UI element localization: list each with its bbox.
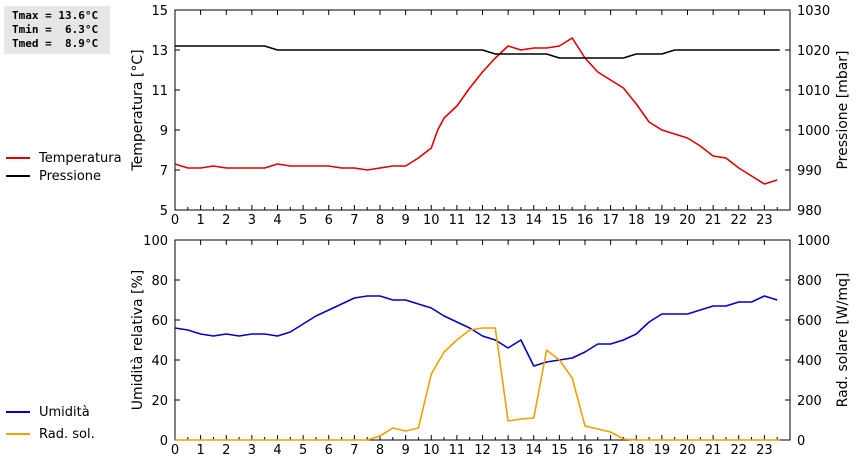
y-axis-label-left: Umidità relativa [%] bbox=[130, 270, 146, 411]
x-tick-label: 15 bbox=[551, 443, 568, 458]
x-tick-label: 14 bbox=[525, 443, 542, 458]
y-tick-label-right: 800 bbox=[797, 274, 822, 289]
x-tick-label: 4 bbox=[273, 213, 281, 228]
y-tick-label-left: 100 bbox=[143, 234, 168, 249]
x-tick-label: 23 bbox=[756, 213, 773, 228]
series-line-temperatura bbox=[174, 37, 778, 185]
plot-frame-0 bbox=[174, 9, 791, 211]
x-tick-label: 20 bbox=[679, 213, 696, 228]
y-tick-label-right: 1020 bbox=[797, 44, 830, 59]
x-tick-label: 18 bbox=[628, 213, 645, 228]
x-tick-label: 1 bbox=[196, 213, 204, 228]
y-tick-label-right: 1010 bbox=[797, 84, 830, 99]
y-tick-label-left: 80 bbox=[151, 274, 168, 289]
x-tick-label: 12 bbox=[474, 213, 491, 228]
y-tick-label-right: 200 bbox=[797, 394, 822, 409]
x-tick-label: 7 bbox=[350, 443, 358, 458]
x-tick-label: 3 bbox=[248, 213, 256, 228]
x-tick-label: 18 bbox=[628, 443, 645, 458]
y-tick-label-right: 400 bbox=[797, 354, 822, 369]
x-tick-label: 21 bbox=[705, 213, 722, 228]
x-tick-label: 16 bbox=[577, 443, 594, 458]
x-tick-label: 5 bbox=[299, 443, 307, 458]
y-tick-label-right: 1000 bbox=[797, 124, 830, 139]
x-tick-label: 23 bbox=[756, 443, 773, 458]
legend-label: Pressione bbox=[39, 169, 101, 184]
y-tick-label-right: 990 bbox=[797, 164, 822, 179]
y-tick-label-left: 13 bbox=[151, 44, 168, 59]
series-line-pressione bbox=[175, 45, 780, 59]
x-tick-label: 8 bbox=[376, 443, 384, 458]
legend-label: Temperatura bbox=[38, 151, 122, 166]
y-tick-label-left: 0 bbox=[160, 434, 168, 449]
x-tick-label: 0 bbox=[171, 443, 179, 458]
x-tick-label: 11 bbox=[449, 213, 466, 228]
x-tick-label: 19 bbox=[654, 213, 671, 228]
x-tick-label: 16 bbox=[577, 213, 594, 228]
y-tick-label-right: 1000 bbox=[797, 234, 830, 249]
y-tick-label-left: 11 bbox=[151, 84, 168, 99]
y-tick-label-left: 20 bbox=[151, 394, 168, 409]
y-axis-label-right: Pressione [mbar] bbox=[835, 50, 851, 169]
y-tick-label-right: 1030 bbox=[797, 4, 830, 19]
x-tick-label: 1 bbox=[196, 443, 204, 458]
stats-tmax: Tmax = 13.6°C bbox=[12, 9, 99, 22]
y-tick-label-left: 7 bbox=[160, 164, 168, 179]
x-tick-label: 7 bbox=[350, 213, 358, 228]
y-axis-label-left: Temperatura [°C] bbox=[130, 49, 146, 171]
x-tick-label: 13 bbox=[500, 443, 517, 458]
x-tick-label: 6 bbox=[325, 443, 333, 458]
y-tick-label-left: 60 bbox=[151, 314, 168, 329]
x-tick-label: 19 bbox=[654, 443, 671, 458]
y-tick-label-left: 9 bbox=[160, 124, 168, 139]
y-tick-label-right: 980 bbox=[797, 204, 822, 219]
x-tick-label: 9 bbox=[401, 213, 409, 228]
x-tick-label: 20 bbox=[679, 443, 696, 458]
x-tick-label: 22 bbox=[730, 213, 747, 228]
series-line-umidit bbox=[174, 295, 778, 367]
x-tick-label: 21 bbox=[705, 443, 722, 458]
x-tick-label: 4 bbox=[273, 443, 281, 458]
x-tick-label: 9 bbox=[401, 443, 409, 458]
y-axis-label-right: Rad. solare [W/mq] bbox=[835, 273, 851, 408]
legend-label: Umidità bbox=[39, 405, 90, 420]
x-tick-label: 14 bbox=[525, 213, 542, 228]
y-tick-label-left: 5 bbox=[160, 204, 168, 219]
x-tick-label: 2 bbox=[222, 443, 230, 458]
x-tick-label: 6 bbox=[325, 213, 333, 228]
y-tick-label-left: 40 bbox=[151, 354, 168, 369]
x-tick-label: 10 bbox=[423, 443, 440, 458]
x-tick-label: 11 bbox=[449, 443, 466, 458]
stats-tmed: Tmed = 8.9°C bbox=[12, 37, 99, 50]
x-tick-label: 2 bbox=[222, 213, 230, 228]
y-tick-label-right: 0 bbox=[797, 434, 805, 449]
y-tick-label-right: 600 bbox=[797, 314, 822, 329]
legend-label: Rad. sol. bbox=[39, 427, 95, 442]
x-tick-label: 17 bbox=[602, 213, 619, 228]
plot-frame-1 bbox=[174, 239, 791, 441]
y-tick-label-left: 15 bbox=[151, 4, 168, 19]
x-tick-label: 17 bbox=[602, 443, 619, 458]
x-tick-label: 0 bbox=[171, 213, 179, 228]
x-tick-label: 3 bbox=[248, 443, 256, 458]
stats-tmin: Tmin = 6.3°C bbox=[12, 23, 99, 36]
series-line-rad-sol bbox=[175, 327, 780, 441]
x-tick-label: 10 bbox=[423, 213, 440, 228]
x-tick-label: 8 bbox=[376, 213, 384, 228]
stats-box: Tmax = 13.6°C Tmin = 6.3°C Tmed = 8.9°C bbox=[4, 6, 110, 54]
x-tick-label: 12 bbox=[474, 443, 491, 458]
x-tick-label: 15 bbox=[551, 213, 568, 228]
x-tick-label: 22 bbox=[730, 443, 747, 458]
x-tick-label: 13 bbox=[500, 213, 517, 228]
x-tick-label: 5 bbox=[299, 213, 307, 228]
